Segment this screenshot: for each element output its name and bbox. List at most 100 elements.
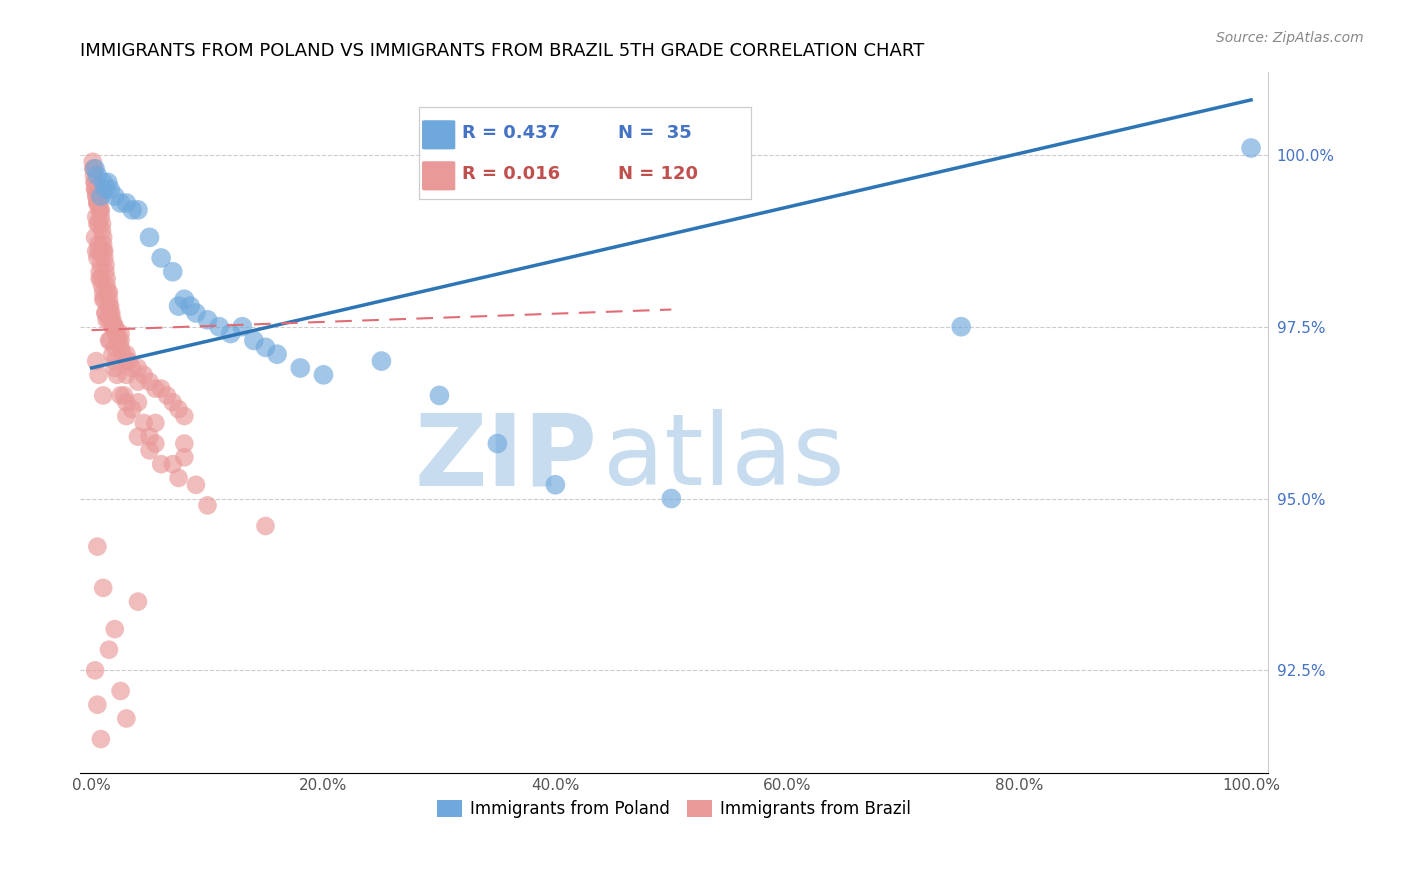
Point [110,334,132,348]
Point [110,340,132,354]
Point [115,354,138,368]
Point [103,319,125,334]
Point [115,347,138,361]
Point [84,182,107,196]
Point [138,430,160,444]
Point [86,189,108,203]
Point [94,265,117,279]
Point [150,251,173,265]
Point [104,354,127,368]
Point [91,175,114,189]
Point [96,271,118,285]
Text: Source: ZipAtlas.com: Source: ZipAtlas.com [1216,31,1364,45]
Point [91,581,114,595]
Point [91,230,114,244]
Point [98,313,121,327]
Point [98,285,121,300]
Point [243,334,266,348]
Point [173,450,195,465]
Point [254,519,277,533]
Point [84,354,107,368]
Point [167,402,190,417]
Point [127,594,149,608]
Point [167,471,190,485]
Point [132,416,155,430]
Point [90,258,112,272]
Point [89,271,111,285]
Point [89,265,111,279]
Point [84,161,107,176]
Point [101,319,124,334]
Point [93,244,115,259]
Point [115,409,138,423]
Point [950,319,973,334]
Point [1240,141,1263,155]
Point [219,326,242,341]
Point [110,196,132,211]
Point [91,223,114,237]
Point [91,217,114,231]
Point [104,319,127,334]
Point [127,202,149,217]
Point [254,340,277,354]
Point [90,732,112,747]
Point [97,285,120,300]
Point [84,244,107,259]
Point [83,169,105,183]
Point [132,368,155,382]
Point [167,299,190,313]
Point [104,319,127,334]
Point [98,334,121,348]
Point [94,182,117,196]
Point [89,202,111,217]
Point [91,292,114,306]
Point [87,196,110,211]
Point [659,491,682,506]
Point [93,251,115,265]
Point [98,292,121,306]
Point [197,313,219,327]
Point [91,237,114,252]
Point [96,278,118,293]
Point [86,698,108,712]
Point [127,375,149,389]
Legend: Immigrants from Poland, Immigrants from Brazil: Immigrants from Poland, Immigrants from … [430,793,918,825]
Point [91,388,114,402]
Point [143,382,166,396]
Point [87,196,110,211]
Point [150,382,173,396]
Point [84,230,107,244]
Point [173,436,195,450]
Point [93,292,115,306]
Point [110,326,132,341]
Point [101,347,124,361]
Point [90,189,112,203]
Point [91,285,114,300]
Point [87,244,110,259]
Point [208,319,231,334]
Point [162,265,184,279]
Point [94,306,117,320]
Point [162,395,184,409]
Point [150,457,173,471]
Point [98,642,121,657]
Point [87,237,110,252]
Point [173,292,195,306]
Point [100,306,122,320]
Point [86,196,108,211]
Point [82,161,104,176]
Point [156,388,179,402]
Point [111,347,134,361]
Point [84,182,107,196]
Text: atlas: atlas [603,409,845,507]
Point [429,388,451,402]
Point [86,169,108,183]
Point [231,319,253,334]
Point [544,477,567,491]
Point [290,360,312,375]
Point [104,340,127,354]
Point [86,540,108,554]
Point [98,299,121,313]
Point [87,368,110,382]
Point [91,278,114,293]
